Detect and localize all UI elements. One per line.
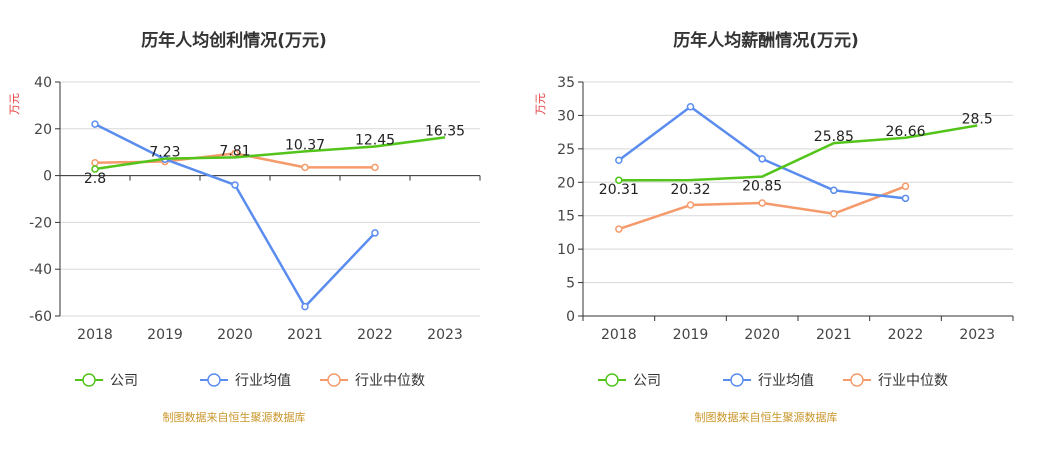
y-tick-label: -60 (29, 309, 52, 325)
data-label: 20.32 (670, 182, 710, 198)
y-tick-label: 10 (557, 242, 575, 258)
data-label: 2.8 (84, 171, 106, 187)
series-line-company (618, 124, 978, 182)
legend-marker (605, 373, 619, 387)
x-tick-label: 2023 (959, 327, 995, 343)
y-tick-label: 20 (557, 175, 575, 191)
x-tick-label: 2019 (147, 327, 183, 343)
data-point-industry_median (830, 209, 838, 218)
series-line-company (94, 136, 446, 171)
y-tick-label: 30 (557, 108, 575, 124)
legend-label: 行业中位数 (355, 373, 425, 389)
y-tick-label: 0 (43, 169, 52, 185)
x-tick-label: 2020 (744, 327, 780, 343)
data-label: 7.81 (219, 143, 250, 159)
y-tick-label: 0 (566, 309, 575, 325)
y-axis-unit-label: 万元 (8, 93, 21, 115)
data-label: 20.85 (742, 179, 782, 195)
data-point-company (91, 165, 99, 173)
x-tick-label: 2018 (601, 327, 637, 343)
legend-item-industry_avg[interactable]: 行业均值 (200, 373, 291, 389)
y-tick-label: 15 (557, 209, 575, 225)
data-label: 7.23 (149, 145, 180, 161)
data-point-industry_median (686, 201, 695, 209)
x-tick-label: 2021 (816, 327, 852, 343)
x-tick-label: 2022 (357, 327, 393, 343)
y-tick-label: -40 (29, 262, 52, 278)
legend-item-industry_avg[interactable]: 行业均值 (723, 373, 814, 389)
data-point-industry_avg (91, 120, 99, 128)
legend-label: 公司 (110, 373, 138, 389)
chart-title: 历年人均创利情况(万元) (141, 30, 327, 51)
data-label: 12.45 (355, 132, 395, 148)
data-point-industry_avg (686, 102, 695, 111)
data-point-industry_median (615, 225, 623, 233)
legend-label: 行业均值 (758, 373, 814, 389)
profit-per-capita-chart: 历年人均创利情况(万元) 万元 -60 -40 -20 0 20 40 2018 2019 2020… (8, 30, 481, 424)
data-point-industry_median (301, 163, 309, 172)
y-tick-label: 25 (557, 142, 575, 158)
legend-item-company[interactable]: 公司 (598, 373, 661, 389)
x-tick-label: 2021 (287, 327, 323, 343)
legend-item-industry_median[interactable]: 行业中位数 (843, 373, 948, 389)
data-point-industry_avg (231, 181, 239, 189)
salary-per-capita-chart: 历年人均薪酬情况(万元) 万元 0 5 10 15 20 25 30 35 2018 2019 2020… (534, 30, 1014, 424)
data-label: 25.85 (814, 129, 854, 145)
legend-item-company[interactable]: 公司 (75, 373, 138, 389)
data-label: 10.37 (285, 137, 325, 153)
data-point-industry_median (901, 182, 910, 191)
legend-label: 公司 (633, 373, 661, 389)
data-point-industry_median (371, 163, 379, 172)
legend-marker (327, 373, 341, 387)
data-point-industry_avg (758, 155, 766, 163)
legend-marker (850, 373, 864, 387)
legend-marker (207, 373, 221, 387)
y-axis-unit-label: 万元 (534, 93, 547, 115)
data-point-industry_avg (830, 186, 838, 195)
data-label: 20.31 (599, 182, 639, 198)
legend-marker (730, 373, 744, 387)
legend-label: 行业均值 (235, 373, 291, 389)
x-tick-label: 2018 (77, 327, 113, 343)
data-label: 26.66 (885, 124, 925, 140)
source-caption: 制图数据来自恒生聚源数据库 (695, 410, 838, 424)
x-tick-label: 2020 (217, 327, 253, 343)
data-point-industry_avg (301, 302, 309, 311)
x-tick-label: 2022 (888, 327, 924, 343)
data-point-industry_median (91, 158, 99, 167)
legend-marker (82, 373, 96, 387)
x-tick-label: 2023 (427, 327, 463, 343)
source-caption: 制图数据来自恒生聚源数据库 (163, 410, 306, 424)
x-tick-label: 2019 (673, 327, 709, 343)
data-label: 16.35 (425, 123, 465, 139)
legend-label: 行业中位数 (878, 373, 948, 389)
y-tick-label: 5 (566, 276, 575, 292)
y-tick-label: 20 (34, 122, 52, 138)
data-label: 28.5 (962, 111, 993, 127)
data-point-industry_avg (901, 194, 910, 203)
chart-title: 历年人均薪酬情况(万元) (673, 30, 859, 51)
y-tick-label: 35 (557, 75, 575, 91)
y-tick-label: 40 (34, 75, 52, 91)
legend-item-industry_median[interactable]: 行业中位数 (320, 373, 425, 389)
data-point-industry_median (758, 199, 766, 207)
y-tick-label: -20 (29, 215, 52, 231)
data-point-industry_avg (615, 156, 623, 164)
data-point-company (615, 176, 623, 184)
data-point-industry_avg (371, 229, 379, 237)
